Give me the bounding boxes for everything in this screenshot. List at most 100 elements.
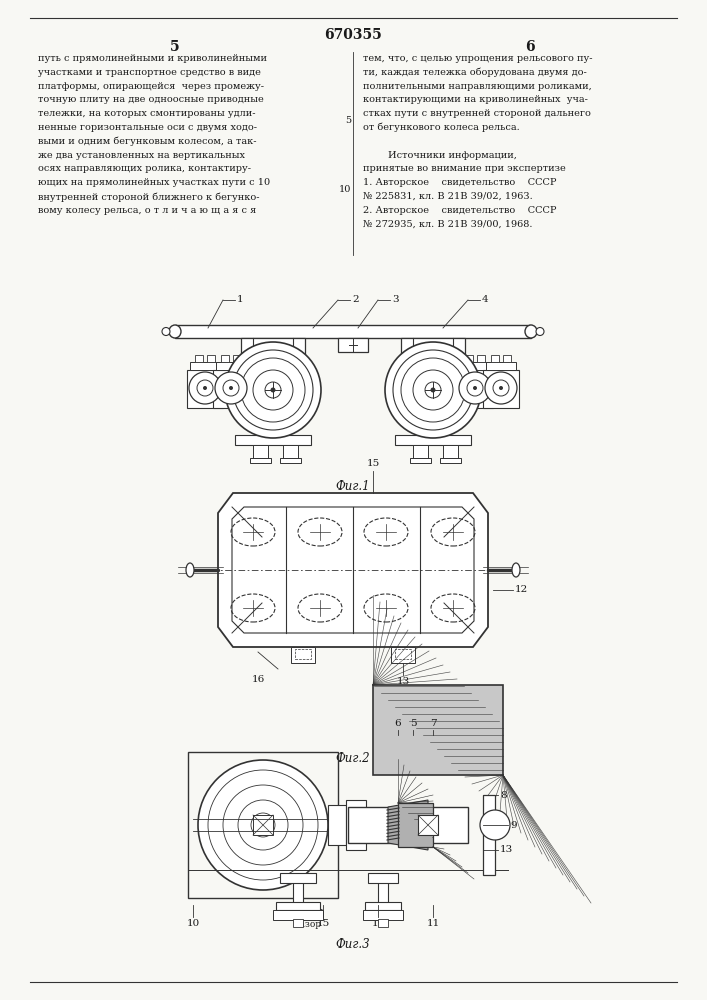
Bar [235, 435, 311, 445]
Bar [365, 902, 401, 910]
Bar [477, 355, 485, 362]
Text: участками и транспортное средство в виде: участками и транспортное средство в виде [38, 68, 261, 77]
Bar [378, 919, 388, 927]
Text: 16: 16 [252, 675, 264, 684]
Circle shape [480, 810, 510, 840]
Bar [280, 873, 316, 883]
Bar [293, 875, 303, 905]
Circle shape [499, 386, 503, 390]
Bar [280, 458, 301, 463]
Bar [391, 647, 415, 663]
Circle shape [233, 350, 313, 430]
Text: 5: 5 [409, 719, 416, 728]
Ellipse shape [512, 563, 520, 577]
Bar [291, 647, 315, 663]
Bar [418, 815, 438, 835]
Circle shape [265, 382, 281, 398]
Text: 15: 15 [366, 459, 380, 468]
Bar [483, 795, 495, 875]
Text: 16: 16 [371, 919, 385, 928]
Bar [175, 325, 531, 338]
Bar [440, 458, 461, 463]
Circle shape [223, 380, 239, 396]
Text: путь с прямолинейными и криволинейными: путь с прямолинейными и криволинейными [38, 54, 267, 63]
Text: от бегункового колеса рельса.: от бегункового колеса рельса. [363, 123, 520, 132]
Text: ющих на прямолинейных участках пути с 10: ющих на прямолинейных участках пути с 10 [38, 178, 270, 187]
Text: 3: 3 [392, 294, 399, 304]
Circle shape [197, 380, 213, 396]
Bar [253, 445, 268, 458]
Text: 7: 7 [430, 719, 436, 728]
Bar [378, 875, 388, 905]
Text: 5: 5 [345, 116, 351, 125]
Circle shape [229, 386, 233, 390]
Bar [276, 902, 320, 910]
Bar [216, 362, 246, 370]
Bar [346, 800, 366, 850]
Bar [373, 685, 503, 775]
Ellipse shape [169, 325, 181, 338]
Text: 12: 12 [515, 585, 528, 594]
Bar [465, 355, 473, 362]
Ellipse shape [162, 328, 170, 336]
Ellipse shape [525, 325, 537, 338]
Text: 10: 10 [187, 919, 199, 928]
Circle shape [431, 387, 436, 392]
Circle shape [393, 350, 473, 430]
Text: Фиг.2: Фиг.2 [336, 752, 370, 765]
Text: же два установленных на вертикальных: же два установленных на вертикальных [38, 151, 245, 160]
Text: 2: 2 [352, 294, 358, 304]
Bar [221, 355, 229, 362]
Bar [250, 458, 271, 463]
Text: ненные горизонтальные оси с двумя ходо-: ненные горизонтальные оси с двумя ходо- [38, 123, 257, 132]
Text: внутренней стороной ближнего к бегунко-: внутренней стороной ближнего к бегунко- [38, 192, 259, 202]
Text: 15: 15 [316, 919, 329, 928]
Circle shape [385, 342, 481, 438]
Text: 10: 10 [339, 185, 351, 194]
Ellipse shape [536, 328, 544, 336]
Text: полнительными направляющими роликами,: полнительными направляющими роликами, [363, 82, 592, 91]
Bar [368, 873, 398, 883]
Text: тем, что, с целью упрощения рельсового пу-: тем, что, с целью упрощения рельсового п… [363, 54, 592, 63]
Text: Зазор: Зазор [294, 920, 322, 929]
Text: платформы, опирающейся  через промежу-: платформы, опирающейся через промежу- [38, 82, 264, 91]
Ellipse shape [186, 563, 194, 577]
Circle shape [485, 372, 517, 404]
Text: принятые во внимание при экспертизе: принятые во внимание при экспертизе [363, 164, 566, 173]
Text: 6: 6 [395, 719, 402, 728]
Bar [460, 362, 490, 370]
Circle shape [198, 760, 328, 890]
Text: контактирующими на криволинейных  уча-: контактирующими на криволинейных уча- [363, 95, 588, 104]
Circle shape [253, 370, 293, 410]
Bar [395, 649, 411, 659]
Circle shape [271, 387, 276, 392]
Circle shape [467, 380, 483, 396]
Circle shape [413, 370, 453, 410]
Bar [188, 752, 338, 898]
Bar [483, 370, 519, 408]
Circle shape [241, 358, 305, 422]
Text: вому колесу рельса, о т л и ч а ю щ а я с я: вому колесу рельса, о т л и ч а ю щ а я … [38, 206, 256, 215]
Text: № 272935, кл. В 21В 39/00, 1968.: № 272935, кл. В 21В 39/00, 1968. [363, 220, 532, 229]
Bar [195, 355, 203, 362]
Circle shape [215, 372, 247, 404]
Text: 670355: 670355 [324, 28, 382, 42]
Circle shape [459, 372, 491, 404]
Bar [283, 445, 298, 458]
Bar [241, 338, 305, 360]
Bar [413, 445, 428, 458]
Bar [253, 815, 273, 835]
Bar [410, 458, 431, 463]
Text: 9: 9 [510, 820, 517, 830]
Bar [213, 370, 249, 408]
Bar [295, 649, 311, 659]
Bar [491, 355, 499, 362]
Bar [401, 338, 465, 360]
Circle shape [425, 382, 441, 398]
Text: 1. Авторское    свидетельство    СССР: 1. Авторское свидетельство СССР [363, 178, 556, 187]
Text: Фиг.3: Фиг.3 [336, 938, 370, 951]
Bar [328, 805, 346, 845]
Circle shape [189, 372, 221, 404]
Bar [293, 919, 303, 927]
Text: Источники информации,: Источники информации, [363, 151, 517, 160]
